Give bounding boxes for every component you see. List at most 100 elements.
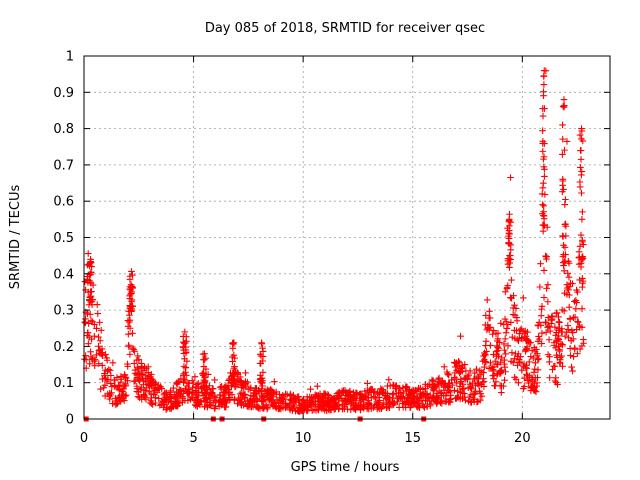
data-point	[235, 394, 242, 402]
data-point	[258, 395, 266, 402]
data-point	[97, 327, 105, 334]
data-point	[374, 399, 382, 407]
data-point	[511, 301, 518, 309]
data-point	[575, 248, 583, 256]
data-point	[310, 402, 318, 410]
data-point	[520, 374, 528, 382]
data-point	[129, 344, 137, 352]
data-point	[430, 387, 437, 395]
data-point	[579, 283, 586, 291]
data-point	[335, 401, 343, 409]
data-point	[335, 395, 342, 402]
data-point	[530, 384, 537, 392]
data-point	[377, 385, 385, 393]
data-point	[481, 356, 488, 364]
data-point	[490, 327, 497, 334]
data-point	[82, 352, 89, 359]
data-point	[540, 267, 548, 274]
data-point	[574, 318, 581, 325]
data-point	[561, 201, 569, 208]
data-point	[561, 258, 568, 265]
data-point	[507, 174, 514, 181]
data-point	[404, 401, 412, 408]
data-point	[181, 355, 188, 363]
data-point	[219, 392, 227, 400]
data-point	[480, 369, 487, 376]
data-point	[474, 380, 481, 387]
data-point	[96, 337, 104, 345]
data-point	[502, 329, 510, 337]
y-tick-label: 0.3	[53, 304, 74, 319]
data-point	[120, 395, 127, 403]
data-point	[559, 233, 567, 240]
data-point	[482, 312, 490, 319]
data-point	[498, 366, 505, 374]
data-point	[561, 332, 569, 340]
data-point	[317, 400, 325, 408]
data-point	[88, 335, 95, 343]
data-point	[552, 379, 560, 386]
data-point	[395, 394, 402, 402]
data-point	[340, 387, 347, 394]
y-tick-label: 0.9	[53, 86, 74, 101]
data-point	[535, 319, 543, 326]
data-point	[288, 397, 295, 404]
data-point	[333, 390, 341, 397]
data-point	[283, 391, 291, 398]
data-point	[495, 353, 502, 360]
data-point	[523, 371, 530, 378]
data-point	[134, 393, 142, 400]
data-point	[362, 391, 370, 399]
data-point	[490, 371, 498, 379]
data-point	[112, 397, 120, 405]
data-point	[451, 369, 459, 377]
data-point	[419, 400, 427, 408]
data-point	[578, 253, 586, 261]
data-point	[539, 227, 547, 235]
data-point	[141, 392, 149, 400]
data-point	[540, 202, 548, 210]
data-point	[127, 290, 134, 298]
data-point	[180, 379, 187, 386]
data-point	[501, 363, 509, 371]
data-point	[537, 260, 544, 267]
data-point	[196, 398, 204, 406]
data-point	[524, 376, 532, 384]
data-point	[579, 253, 586, 260]
data-point	[259, 393, 267, 401]
data-point	[520, 294, 527, 302]
data-point	[203, 393, 210, 401]
data-point	[292, 398, 300, 406]
data-point	[573, 299, 580, 306]
data-point	[559, 188, 566, 195]
data-point	[539, 105, 547, 112]
data-point	[577, 147, 585, 154]
data-point	[146, 399, 154, 407]
data-point	[567, 352, 574, 359]
data-point	[124, 377, 131, 384]
data-point	[134, 352, 142, 360]
data-point	[560, 267, 568, 275]
data-point	[201, 390, 209, 397]
data-point	[490, 351, 497, 358]
data-point	[142, 387, 149, 394]
y-tick-label: 0.2	[53, 340, 74, 355]
data-point	[351, 405, 358, 412]
data-point	[87, 279, 94, 286]
data-point	[543, 253, 551, 261]
data-point	[209, 385, 217, 393]
data-point	[559, 151, 566, 158]
data-point	[86, 262, 93, 270]
x-tick-label: 10	[295, 431, 312, 446]
data-point	[376, 389, 383, 397]
data-point	[421, 404, 428, 411]
data-point	[101, 392, 109, 400]
y-axis-label: SRMTID / TECUs	[8, 185, 23, 290]
data-point	[534, 356, 542, 363]
data-point	[99, 349, 106, 356]
data-point	[181, 328, 189, 336]
data-point	[479, 357, 487, 365]
data-point	[208, 390, 216, 398]
data-point	[238, 378, 245, 385]
data-point	[100, 384, 108, 391]
